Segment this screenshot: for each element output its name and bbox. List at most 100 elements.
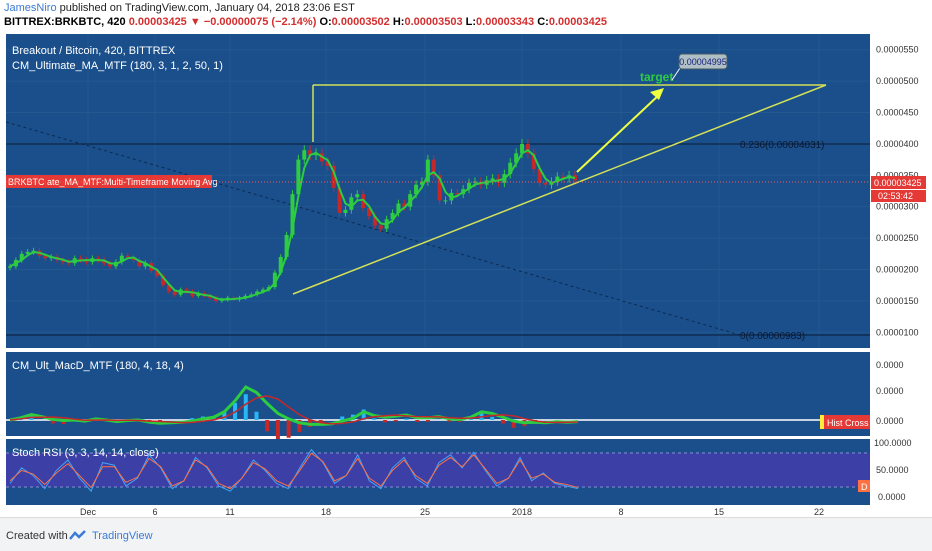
candle-body [378,225,383,229]
price-axis-tick: 0.0000200 [876,265,919,275]
time-axis-label: 11 [225,507,234,517]
candle-body [343,209,348,213]
candle-body [261,289,266,292]
candle-body [290,194,295,235]
rsi-tick-1: 50.0000 [876,465,909,475]
candle-body [337,187,342,213]
high-label: H: [392,16,405,28]
price-axis-tick: 0.0000150 [876,296,919,306]
change-value: −0.00000075 (−2.14%) [203,16,317,28]
candle-body [390,212,395,220]
candle-body [43,255,48,259]
macd-histogram-bar [372,418,377,420]
candle-body [284,234,289,257]
rsi-d-tag-text: D [861,482,868,492]
timer-tag-bg [871,190,926,202]
candle-body [213,297,218,301]
price-axis-tick: 0.0000300 [876,202,919,212]
time-axis-label: 2018 [512,507,532,517]
candle-body [508,162,513,175]
target-price-callout[interactable] [678,53,728,70]
last-price: 0.00003425 [128,16,187,28]
candle-body [525,143,530,154]
macd-tick-1: 0.0000 [876,386,904,396]
macd-histogram-bar [447,420,452,422]
macd-histogram-bar [490,416,495,420]
macd-histogram-bar [286,420,291,438]
price-tag-text: 0.00003425 [874,178,922,188]
time-axis-label: 22 [814,507,824,517]
time-axis-label: 6 [152,507,157,517]
candle-body [196,293,201,296]
candle-body [19,253,24,261]
candle-body [143,263,148,267]
macd-histogram-bar [393,420,398,422]
macd-histogram-bar [511,420,516,428]
candle-body [314,153,319,156]
macd-signal-line [9,395,579,425]
rsi-tick-0: 100.0000 [874,438,912,448]
author-link[interactable]: JamesNiro [4,2,57,14]
candle-body [108,263,113,267]
macd-histogram-bar [222,411,227,420]
symbol-label: BITTREX:BRKBTC, 420 [4,16,126,28]
tradingview-link[interactable]: TradingView [92,530,153,542]
macd-histogram-bar [500,420,505,424]
macd-histogram-bar [415,420,420,422]
support-trendline [292,84,827,295]
dashed-downtrend-line [5,121,741,336]
candle-body [155,270,160,276]
macd-histogram-bar [50,420,55,424]
candle-body [184,289,189,292]
candle-body [402,203,407,207]
trading-chart[interactable]: 0.236(0.00004031) 0(0.00000983) target 0… [0,32,932,517]
candle-body [437,175,442,201]
publish-line: JamesNiro published on TradingView.com, … [4,2,355,14]
created-with-text: Created with [6,530,68,542]
price-axis-tick: 0.0000400 [876,139,919,149]
candle-body [367,207,372,217]
candle-body [308,150,313,156]
candle-body [172,291,177,295]
target-label: target [640,70,673,84]
candle-body [190,291,195,296]
candle-body [355,194,360,198]
target-arrow [576,93,661,173]
candle-body [372,216,377,226]
price-tag-bg [871,176,926,189]
macd-histogram-bar [275,420,280,442]
candle-body [296,159,301,195]
ma-tag-text: BRKBTC ate_MA_MTF:Multi-Timeframe Moving… [8,177,218,187]
price-axis-tick: 0.0000550 [876,45,919,55]
time-axis-bg[interactable] [6,505,870,517]
candle-body [78,258,83,261]
timer-tag-text: 02:53:42 [878,191,913,201]
price-axis-tick: 0.0000250 [876,233,919,243]
open-value: 0.00003502 [331,16,390,28]
published-text: published on TradingView.com, January 04… [59,2,355,14]
main-pane-title: Breakout / Bitcoin, 420, BITTREX [12,45,176,57]
candle-body [119,255,124,262]
hist-cross-bg [824,415,870,429]
high-value: 0.00003503 [404,16,463,28]
hist-cross-label: Hist Cross [827,418,869,428]
candle-body [137,260,142,267]
time-axis-label: 15 [714,507,724,517]
candle-body [520,143,525,154]
tradingview-logo-icon [69,530,86,540]
candle-body [331,165,336,188]
candle-body [125,255,130,257]
candle-body [414,184,419,195]
macd-pane-title: CM_Ult_MacD_MTF (180, 4, 18, 4) [12,360,184,372]
rsi-tick-2: 0.0000 [878,492,906,502]
macd-histogram-bar [318,420,323,423]
footer: Created with TradingView [0,517,932,551]
price-axis-tick: 0.0000350 [876,170,919,180]
target-arrowhead-icon [650,88,664,100]
candle-body [166,285,171,292]
rsi-pane-title: Stoch RSI (3, 3, 14, 14, close) [12,447,159,459]
price-axis-bg[interactable] [870,34,932,480]
hist-cross-marker [820,415,824,429]
candle-body [208,295,213,298]
macd-histogram-bar [61,420,66,425]
